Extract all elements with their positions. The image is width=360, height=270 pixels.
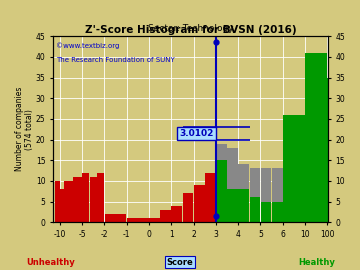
Bar (205, 173, 216, 222)
Bar (238, 189, 249, 222)
Text: ©www.textbiz.org: ©www.textbiz.org (56, 42, 119, 49)
Bar (238, 164, 249, 222)
Bar (216, 144, 227, 222)
Bar (261, 168, 271, 222)
Bar (283, 177, 285, 222)
Bar (69, 181, 73, 222)
Bar (127, 218, 149, 222)
Bar (283, 115, 305, 222)
Bar (216, 160, 227, 222)
Text: 3.0102: 3.0102 (180, 129, 214, 138)
Bar (305, 53, 327, 222)
Bar (149, 218, 160, 222)
Bar (261, 201, 271, 222)
Bar (227, 148, 238, 222)
Bar (272, 168, 283, 222)
Bar (78, 177, 82, 222)
Bar (285, 185, 288, 222)
Bar (272, 201, 283, 222)
Bar (288, 185, 291, 222)
Bar (64, 181, 69, 222)
Text: Sector: Technology: Sector: Technology (148, 23, 233, 33)
Text: Unhealthy: Unhealthy (26, 258, 75, 266)
Bar (194, 185, 204, 222)
Bar (183, 193, 193, 222)
Bar (249, 168, 260, 222)
Bar (160, 210, 171, 222)
Bar (97, 173, 104, 222)
Bar (73, 177, 78, 222)
Bar (82, 173, 90, 222)
Text: The Research Foundation of SUNY: The Research Foundation of SUNY (56, 57, 175, 63)
Title: Z'-Score Histogram for BVSN (2016): Z'-Score Histogram for BVSN (2016) (85, 25, 296, 35)
Bar (249, 197, 260, 222)
Bar (171, 206, 182, 222)
Bar (105, 214, 126, 222)
Bar (55, 181, 60, 222)
Text: Healthy: Healthy (298, 258, 335, 266)
Bar (227, 189, 238, 222)
Bar (60, 189, 64, 222)
Text: Score: Score (167, 258, 193, 266)
Y-axis label: Number of companies
(574 total): Number of companies (574 total) (15, 87, 35, 171)
Bar (90, 177, 97, 222)
